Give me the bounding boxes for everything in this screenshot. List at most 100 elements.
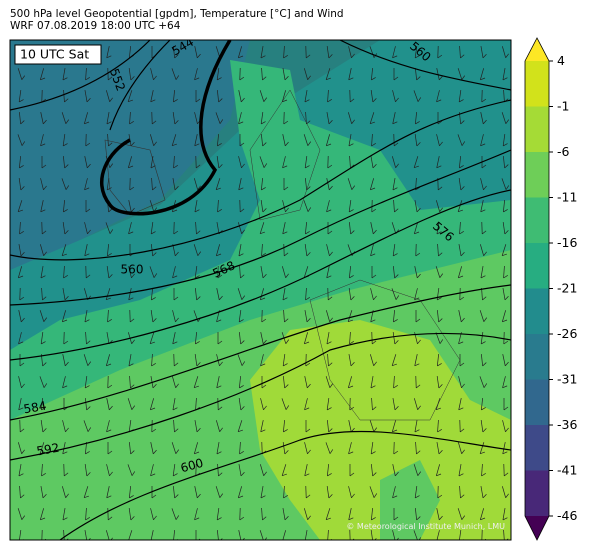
barb-flag — [150, 99, 156, 103]
wind-barb — [414, 200, 421, 213]
wind-barb — [19, 287, 25, 301]
barb-staff — [502, 288, 506, 300]
barb-staff — [195, 221, 197, 235]
barb-staff — [413, 156, 419, 168]
barb-flag — [505, 185, 510, 190]
barb-flag — [240, 472, 245, 477]
barb-flag — [282, 231, 288, 235]
wind-barb — [391, 288, 400, 300]
barb-staff — [150, 464, 154, 476]
barb-flag — [326, 209, 332, 213]
barb-flag — [40, 77, 46, 81]
wind-barb — [85, 507, 90, 521]
wind-barb — [260, 398, 267, 411]
barb-staff — [282, 90, 286, 102]
wind-barb — [392, 420, 398, 433]
barb-flag — [482, 428, 487, 433]
barb-staff — [216, 68, 220, 80]
barb-flag — [414, 363, 420, 367]
barb-staff — [436, 222, 440, 234]
wind-barb — [458, 398, 464, 411]
barb-flag — [63, 340, 69, 345]
wind-barb — [61, 112, 70, 124]
wind-barb — [283, 419, 288, 433]
barb-staff — [393, 199, 395, 213]
wind-barb — [392, 486, 398, 499]
barb-flag — [41, 407, 46, 411]
wind-barb — [39, 310, 48, 322]
barb-staff — [261, 177, 263, 191]
barb-flag — [372, 406, 377, 411]
barb-flag — [20, 120, 25, 125]
wind-barb — [194, 354, 201, 367]
barb-staff — [259, 222, 265, 234]
barb-flag — [172, 473, 178, 477]
barb-flag — [503, 274, 508, 279]
wind-barb — [173, 353, 179, 367]
barb-staff — [172, 178, 176, 190]
barb-staff — [62, 442, 66, 454]
barb-flag — [175, 317, 179, 323]
colorbar-tick-label: -41 — [557, 463, 577, 478]
wind-barb — [414, 486, 420, 499]
barb-flag — [18, 407, 24, 411]
barb-flag — [196, 493, 201, 499]
wind-barb — [217, 332, 223, 345]
barb-staff — [370, 222, 374, 234]
barb-staff — [194, 178, 198, 190]
barb-flag — [483, 317, 488, 322]
wind-barb — [349, 89, 355, 103]
barb-flag — [393, 142, 399, 147]
colorbar-bottom — [525, 516, 549, 540]
wind-barb — [18, 244, 25, 257]
barb-flag — [285, 339, 290, 344]
wind-barb — [260, 288, 266, 301]
barb-staff — [479, 442, 485, 454]
barb-flag — [129, 186, 135, 191]
barb-staff — [481, 287, 483, 301]
barb-flag — [106, 429, 112, 433]
barb-flag — [502, 253, 507, 257]
barb-staff — [370, 90, 374, 102]
barb-staff — [348, 486, 352, 498]
wind-barb — [370, 442, 376, 455]
wind-barb — [194, 486, 201, 499]
barb-staff — [348, 420, 352, 432]
barb-staff — [435, 332, 441, 344]
barb-flag — [107, 384, 113, 389]
barb-staff — [127, 464, 133, 476]
wind-barb — [18, 442, 25, 454]
barb-staff — [150, 508, 154, 520]
barb-staff — [370, 178, 374, 190]
barb-flag — [416, 208, 421, 213]
wind-barb — [304, 442, 311, 455]
colorbar-tick-label: -26 — [557, 326, 577, 341]
barb-flag — [305, 362, 311, 367]
wind-barb — [18, 178, 25, 191]
barb-flag — [373, 295, 377, 301]
barb-flag — [108, 142, 113, 147]
barb-flag — [21, 383, 25, 389]
barb-flag — [129, 495, 134, 499]
wind-barb — [326, 332, 332, 345]
wind-barb — [327, 419, 333, 433]
barb-staff — [370, 354, 374, 366]
barb-staff — [62, 354, 66, 366]
wind-barb — [216, 244, 222, 257]
barb-staff — [502, 222, 506, 234]
barb-flag — [239, 385, 244, 389]
barb-flag — [64, 164, 69, 169]
barb-staff — [437, 309, 439, 323]
barb-flag — [42, 296, 47, 301]
barb-flag — [306, 120, 311, 125]
wind-barb — [282, 288, 288, 301]
colorbar-tick-label: -21 — [557, 281, 577, 296]
barb-staff — [39, 376, 45, 388]
colorbar-tick-label: 4 — [557, 53, 565, 68]
colorbar-band — [525, 334, 549, 380]
wind-barb — [238, 464, 245, 477]
barb-staff — [503, 199, 505, 213]
wind-barb — [172, 376, 179, 388]
wind-barb — [370, 222, 377, 235]
wind-barb — [62, 486, 69, 498]
